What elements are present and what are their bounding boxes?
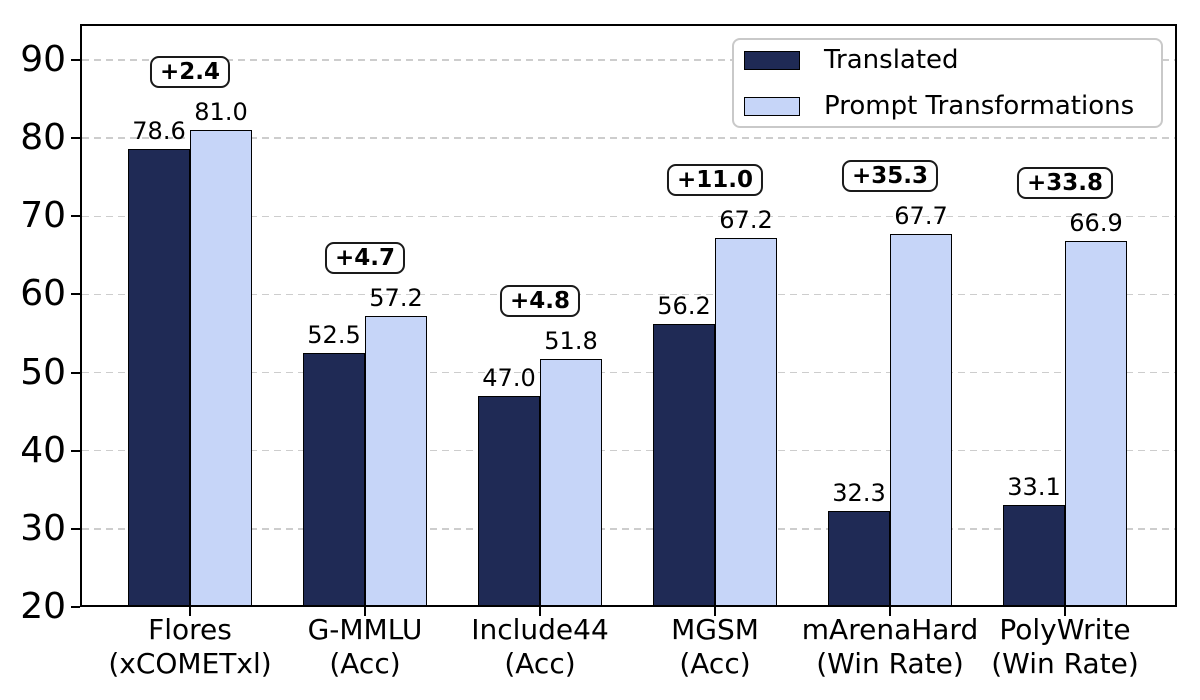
bar-value-label: 51.8 bbox=[544, 326, 598, 355]
bar-value-label: 78.6 bbox=[132, 117, 186, 146]
delta-badge: +4.8 bbox=[499, 284, 581, 317]
y-tick-mark bbox=[71, 606, 80, 608]
gridline-90 bbox=[82, 59, 1175, 61]
legend-label-prompt-transformations: Prompt Transformations bbox=[824, 91, 1135, 121]
y-tick-mark bbox=[71, 449, 80, 452]
bar-value-label: 57.2 bbox=[369, 284, 423, 313]
y-tick-label: 80 bbox=[20, 117, 66, 159]
bar-translated-include44 bbox=[478, 396, 540, 607]
x-category-label-include44: Include44 (Acc) bbox=[370, 613, 710, 681]
legend-item-prompt-transformations: Prompt Transformations bbox=[744, 92, 1161, 120]
legend-item-translated: Translated bbox=[744, 46, 1161, 74]
gridline-40 bbox=[82, 449, 1175, 452]
y-tick-mark bbox=[71, 215, 80, 218]
x-category-label-marenahard: mArenaHard (Win Rate) bbox=[720, 613, 1060, 681]
bar-value-label: 33.1 bbox=[1007, 472, 1061, 501]
x-tick-mark bbox=[539, 607, 541, 616]
bar-translated-g-mmlu bbox=[303, 353, 365, 607]
gridline-60 bbox=[82, 293, 1175, 296]
bar-prompt-transformations-polywrite bbox=[1065, 240, 1127, 607]
gridline-50 bbox=[82, 371, 1175, 374]
x-tick-mark bbox=[364, 607, 366, 616]
legend-swatch-prompt-transformations bbox=[744, 96, 800, 116]
legend-swatch-translated bbox=[744, 50, 800, 70]
delta-badge: +11.0 bbox=[666, 164, 764, 197]
bar-translated-flores bbox=[128, 149, 190, 607]
bar-prompt-transformations-g-mmlu bbox=[365, 316, 427, 607]
category-metric: (Acc) bbox=[504, 647, 576, 680]
bar-value-label: 81.0 bbox=[194, 98, 248, 127]
legend: Translated Prompt Transformations bbox=[732, 38, 1163, 128]
category-name: MGSM bbox=[671, 613, 759, 646]
bar-value-label: 56.2 bbox=[657, 292, 711, 321]
delta-badge: +35.3 bbox=[841, 160, 939, 193]
x-category-label-g-mmlu: G-MMLU (Acc) bbox=[195, 613, 535, 681]
bar-value-label: 47.0 bbox=[482, 364, 536, 392]
x-tick-mark bbox=[1064, 607, 1066, 616]
bar-prompt-transformations-include44 bbox=[540, 358, 602, 607]
delta-badge: +4.7 bbox=[324, 242, 406, 275]
y-tick-label: 60 bbox=[20, 273, 66, 315]
delta-badge: +2.4 bbox=[149, 56, 231, 89]
category-name: Include44 bbox=[471, 613, 609, 646]
gridline-30 bbox=[82, 528, 1175, 530]
bar-prompt-transformations-marenahard bbox=[890, 234, 952, 607]
category-name: Flores bbox=[148, 613, 232, 646]
bar-value-label: 67.7 bbox=[894, 202, 948, 231]
x-tick-mark bbox=[889, 607, 891, 616]
y-tick-mark bbox=[71, 137, 80, 140]
legend-label-translated: Translated bbox=[824, 45, 959, 75]
category-metric: (Acc) bbox=[679, 647, 751, 680]
y-tick-label: 30 bbox=[20, 507, 66, 549]
y-tick-mark bbox=[71, 293, 80, 296]
y-tick-mark bbox=[71, 59, 80, 61]
bar-value-label: 66.9 bbox=[1069, 208, 1123, 237]
y-tick-label: 20 bbox=[20, 586, 66, 627]
y-tick-mark bbox=[71, 371, 80, 374]
y-tick-label: 50 bbox=[20, 351, 66, 393]
x-tick-mark bbox=[189, 607, 191, 616]
gridline-70 bbox=[82, 215, 1175, 218]
category-metric: (Win Rate) bbox=[991, 647, 1139, 680]
category-name: mArenaHard bbox=[801, 613, 979, 646]
category-metric: (Win Rate) bbox=[816, 647, 964, 680]
x-tick-mark bbox=[714, 607, 716, 616]
x-category-label-flores: Flores (xCOMETxl) bbox=[20, 613, 360, 681]
bar-value-label: 67.2 bbox=[719, 206, 773, 235]
gridline-80 bbox=[82, 137, 1175, 139]
category-name: G-MMLU bbox=[307, 613, 423, 646]
delta-badge: +33.8 bbox=[1016, 166, 1114, 199]
y-tick-label: 40 bbox=[20, 429, 66, 471]
bar-translated-polywrite bbox=[1003, 504, 1065, 607]
x-category-label-polywrite: PolyWrite (Win Rate) bbox=[895, 613, 1200, 681]
bar-translated-mgsm bbox=[653, 324, 715, 607]
category-metric: (xCOMETxl) bbox=[108, 647, 272, 680]
bar-value-label: 52.5 bbox=[307, 321, 361, 350]
category-name: PolyWrite bbox=[999, 613, 1131, 646]
bar-translated-marenahard bbox=[828, 510, 890, 607]
bar-prompt-transformations-flores bbox=[190, 130, 252, 607]
y-tick-mark bbox=[71, 527, 80, 530]
bar-value-label: 32.3 bbox=[832, 478, 886, 507]
y-tick-label: 70 bbox=[20, 195, 66, 237]
y-tick-label: 90 bbox=[20, 39, 66, 80]
category-metric: (Acc) bbox=[329, 647, 401, 680]
x-category-label-mgsm: MGSM (Acc) bbox=[545, 613, 885, 681]
